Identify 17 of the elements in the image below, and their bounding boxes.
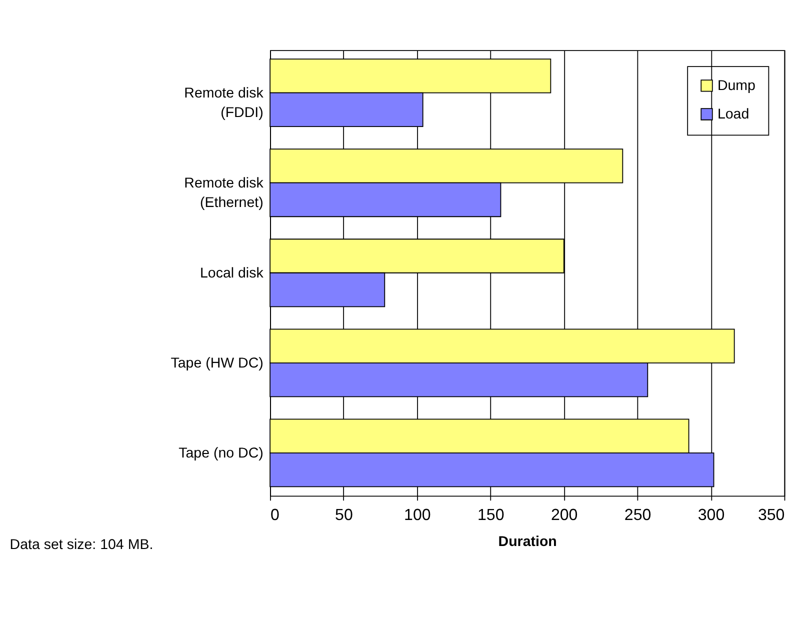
y-tick-label: Tape (no DC) <box>178 445 264 462</box>
text: Data set size: 104 MB. <box>10 537 154 554</box>
y-tick-label: Local disk <box>200 265 264 282</box>
x-tick-label: 200 <box>550 506 578 524</box>
y-tick-label: Remote disk (Ethernet) <box>184 175 264 211</box>
legend-label: Load <box>717 106 750 123</box>
x-tick-label: 150 <box>478 506 504 524</box>
legend-label: Dump <box>717 78 756 94</box>
x-tick-label: 100 <box>404 506 431 524</box>
x-tick-label: 300 <box>698 506 725 524</box>
x-tick-label: 250 <box>624 506 652 524</box>
x-tick-label: 0 <box>270 506 280 524</box>
x-tick-label: 350 <box>758 506 785 524</box>
y-tick-label: Remote disk (FDDI) <box>184 85 264 121</box>
x-tick-label: 50 <box>335 506 353 524</box>
y-tick-label: Tape (HW DC) <box>170 355 264 372</box>
x-axis-title: Duration <box>498 534 557 550</box>
